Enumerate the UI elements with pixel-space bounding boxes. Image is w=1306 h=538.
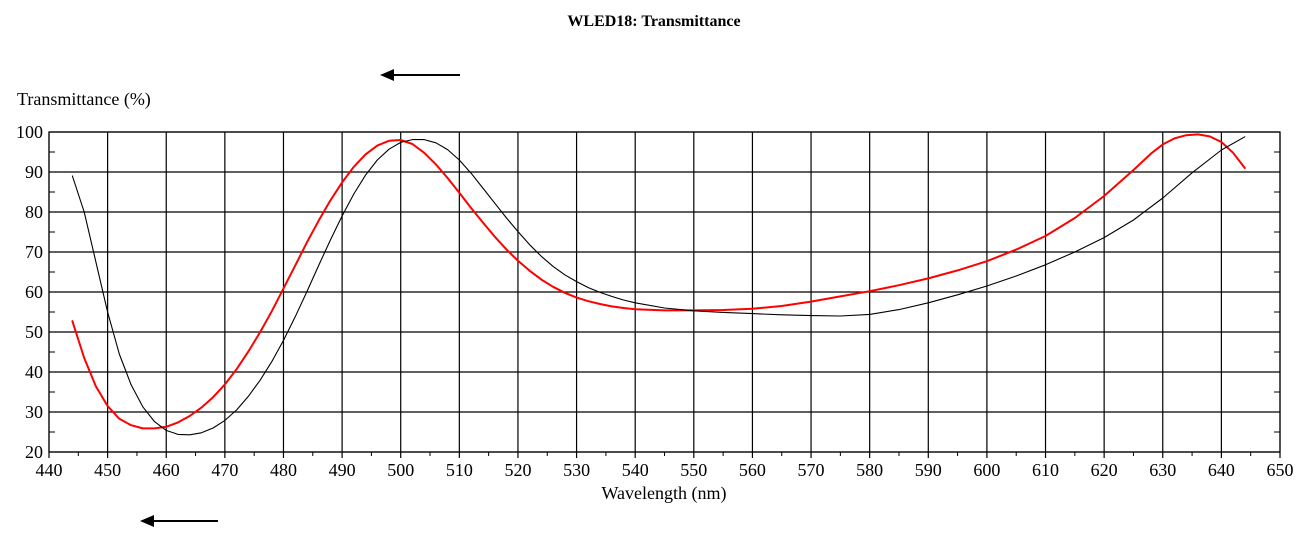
direction-arrow-top [380,69,460,81]
x-tick-label: 440 [36,460,63,480]
x-axis-label: Wavelength (nm) [601,483,726,504]
y-tick-label: 20 [25,442,43,462]
x-tick-label: 450 [94,460,121,480]
y-tick-label: 40 [25,362,43,382]
x-tick-label: 460 [153,460,180,480]
y-tick-label: 90 [25,162,43,182]
direction-arrow-bottom [140,515,218,527]
x-tick-label: 520 [504,460,531,480]
y-tick-label: 60 [25,282,43,302]
x-tick-label: 570 [798,460,825,480]
x-tick-label: 480 [270,460,297,480]
x-tick-label: 490 [329,460,356,480]
x-tick-label: 550 [680,460,707,480]
series-line-red [71,133,1246,430]
y-tick-label: 80 [25,202,43,222]
series-line-black [71,136,1246,436]
x-tick-label: 640 [1208,460,1235,480]
x-tick-label: 620 [1091,460,1118,480]
y-tick-label: 50 [25,322,43,342]
y-tick-label: 70 [25,242,43,262]
y-tick-labels: 20 30 40 50 60 70 80 90 100 [16,122,43,462]
x-tick-label: 470 [211,460,238,480]
minor-tick-layer [49,151,1280,456]
y-axis-label: Transmittance (%) [17,89,151,110]
x-tick-label: 590 [915,460,942,480]
grid-layer [48,131,1281,458]
x-tick-label: 500 [387,460,414,480]
y-tick-label: 30 [25,402,43,422]
x-tick-label: 560 [739,460,766,480]
x-tick-label: 650 [1267,460,1294,480]
plot-frame [48,131,1281,453]
x-tick-label: 600 [973,460,1000,480]
x-tick-label: 510 [446,460,473,480]
x-tick-label: 530 [563,460,590,480]
x-tick-label: 630 [1149,460,1176,480]
x-tick-label: 540 [622,460,649,480]
y-tick-label: 100 [16,122,43,142]
x-tick-label: 610 [1032,460,1059,480]
series-layer [71,133,1246,436]
x-tick-labels: 440 450 460 470 480 490 500 510 520 530 540 550 560 5… [36,460,1294,480]
x-tick-label: 580 [856,460,883,480]
chart-title: WLED18: Transmittance [567,13,740,30]
